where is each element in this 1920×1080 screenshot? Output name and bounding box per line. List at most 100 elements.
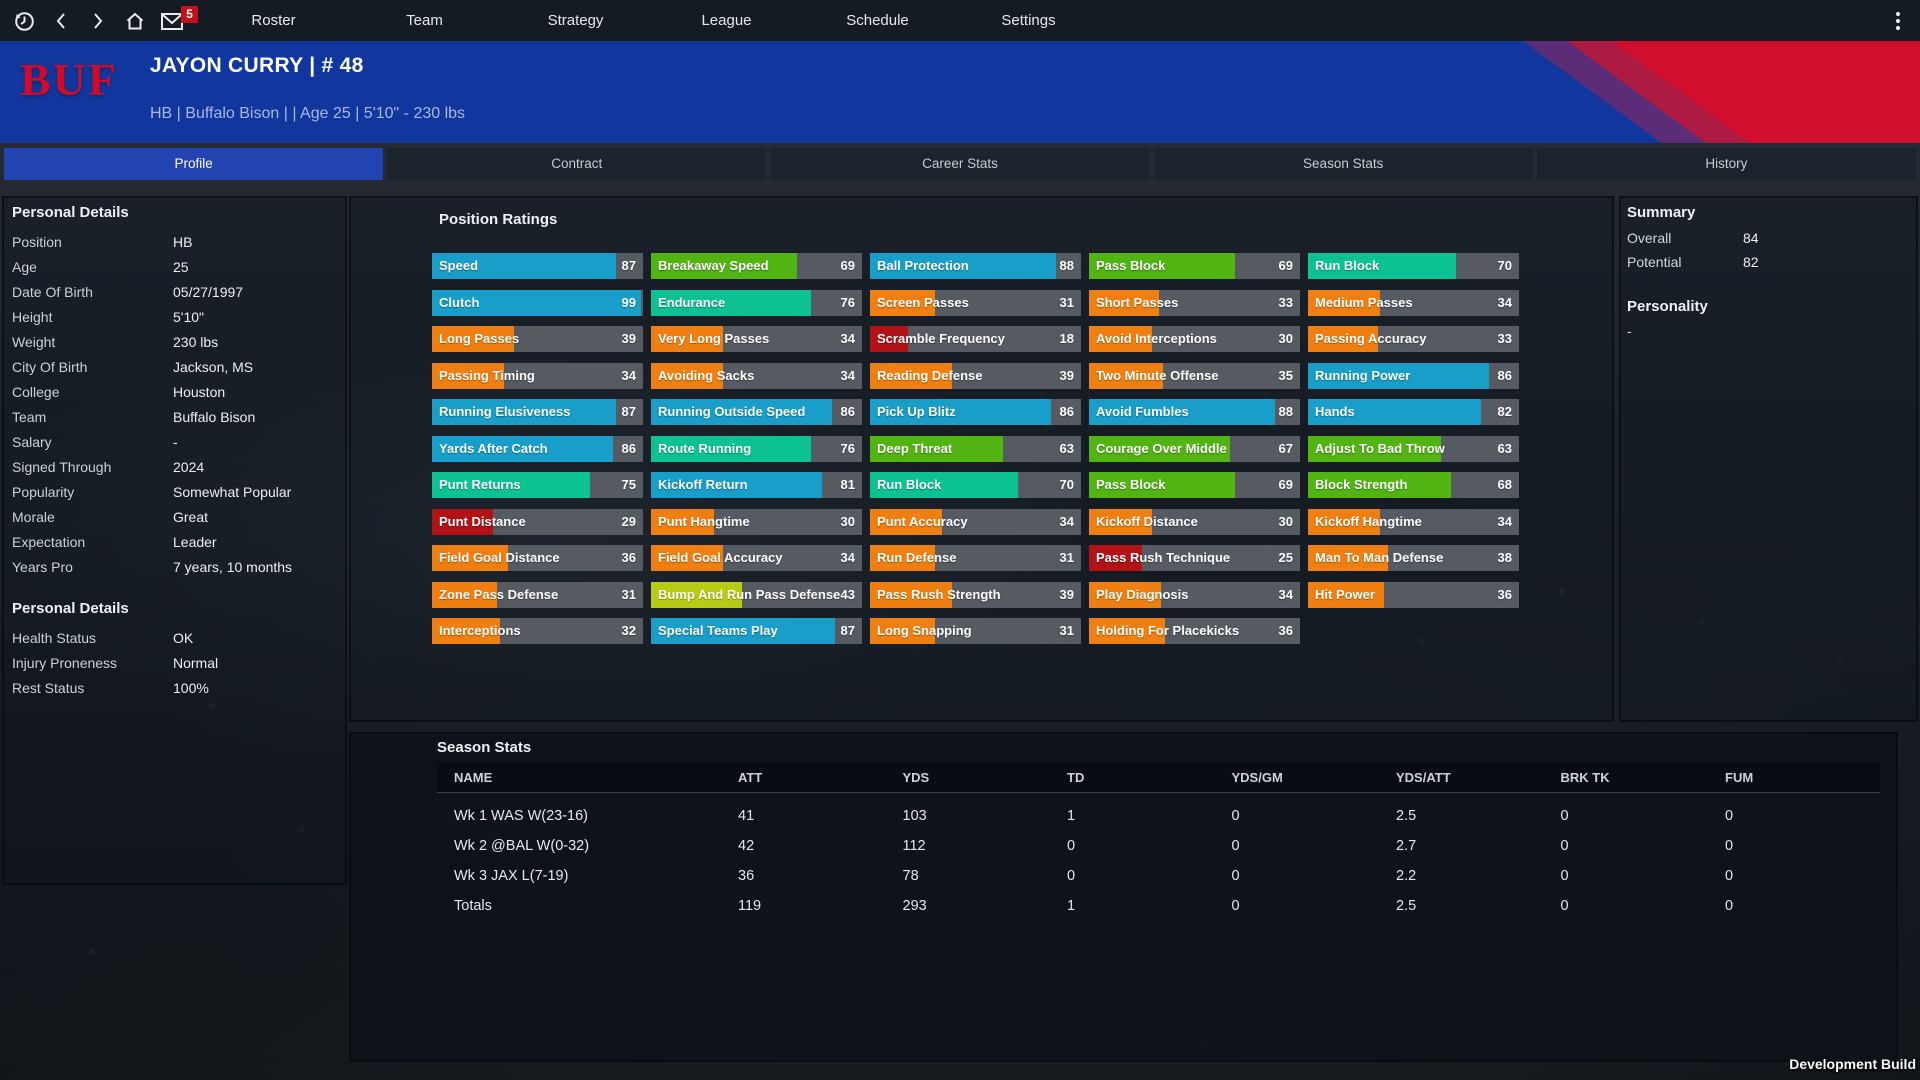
home-icon[interactable] — [123, 9, 147, 33]
rating-value: 81 — [840, 477, 855, 492]
forward-icon[interactable] — [86, 9, 110, 33]
rating-bar-fill — [432, 472, 591, 498]
personal-details-panel: Personal Details Position HB Age 25 Date Of … — [2, 196, 347, 885]
detail-label: Popularity — [12, 483, 75, 500]
table-cell: 0 — [1725, 898, 1734, 914]
table-cell: Totals — [454, 898, 492, 914]
nav-item-settings[interactable]: Settings — [1001, 12, 1056, 29]
detail-value: Normal — [173, 654, 219, 671]
detail-row-height: Height 5'10" — [4, 304, 345, 329]
kebab-menu-icon[interactable] — [1886, 9, 1910, 33]
nav-item-roster[interactable]: Roster — [251, 12, 296, 29]
table-cell: 0 — [1725, 808, 1734, 824]
player-subtitle: HB | Buffalo Bison | | Age 25 | 5'10" - … — [150, 105, 466, 122]
rating-value: 75 — [621, 477, 636, 492]
rating-value: 69 — [1278, 477, 1293, 492]
table-row-wk-1-was-w-23-16: Wk 1 WAS W(23-16) 41 103 1 0 2.5 0 0 — [437, 801, 1880, 831]
rating-bar-run-defense: Run Defense 31 — [870, 545, 1081, 571]
rating-value: 33 — [1278, 294, 1293, 310]
rating-bar-block-strength: Block Strength 68 — [1308, 472, 1519, 498]
rating-label: Deep Threat — [877, 440, 953, 456]
back-icon[interactable] — [49, 9, 73, 33]
nav-item-team[interactable]: Team — [406, 12, 443, 29]
table-cell: 293 — [902, 898, 927, 914]
rating-bar-fill — [1089, 545, 1142, 571]
rating-bar-fill — [432, 326, 515, 352]
rating-value: 38 — [1497, 550, 1512, 565]
rating-bar-play-diagnosis: Play Diagnosis 34 — [1089, 581, 1300, 608]
history-icon[interactable] — [12, 9, 36, 33]
detail-label: Years Pro — [12, 558, 73, 575]
tab-contract[interactable]: Contract — [387, 148, 767, 180]
detail-row-potential: Potential 82 — [1621, 250, 1916, 274]
rating-bar-fill — [1308, 472, 1452, 498]
mail-icon[interactable]: 5 — [160, 5, 198, 33]
table-cell: 103 — [902, 808, 927, 824]
nav-item-league[interactable]: League — [701, 12, 752, 29]
rating-value: 43 — [840, 586, 855, 602]
table-cell: 2.7 — [1396, 838, 1417, 854]
detail-label: City Of Birth — [12, 358, 88, 375]
detail-label: College — [12, 383, 60, 400]
rating-bar-hands: Hands 82 — [1308, 399, 1519, 425]
rating-label: Avoiding Sacks — [658, 367, 755, 383]
rating-bar-punt-accuracy: Punt Accuracy 34 — [870, 508, 1081, 535]
tab-history[interactable]: History — [1536, 148, 1917, 180]
rating-value: 39 — [1059, 586, 1074, 602]
column-header-att: ATT — [738, 769, 763, 785]
nav-item-strategy[interactable]: Strategy — [547, 12, 604, 29]
ratings-column: Pass Block 69 Short Passes 33 Avoid Intercep… — [1089, 253, 1300, 644]
column-header-yds: YDS — [902, 769, 930, 785]
table-cell: 0 — [1560, 868, 1569, 884]
rating-label: Medium Passes — [1315, 294, 1413, 310]
rating-value: 86 — [1497, 367, 1512, 383]
rating-bar-kickoff-distance: Kickoff Distance 30 — [1089, 508, 1300, 535]
rating-bar-fill — [432, 253, 616, 279]
rating-label: Pick Up Blitz — [877, 404, 956, 419]
rating-value: 99 — [621, 294, 636, 310]
column-header-td: TD — [1067, 769, 1085, 785]
rating-label: Punt Returns — [439, 477, 521, 492]
rating-value: 30 — [1278, 331, 1293, 346]
rating-value: 39 — [1059, 367, 1074, 383]
table-row-wk-3-jax-l-7-19: Wk 3 JAX L(7-19) 36 78 0 0 2.2 0 0 — [437, 861, 1880, 891]
rating-label: Run Defense — [877, 550, 957, 565]
rating-value: 36 — [621, 550, 636, 565]
rating-bar-fill — [432, 545, 508, 571]
detail-label: Rest Status — [12, 679, 85, 696]
rating-value: 34 — [1497, 513, 1512, 529]
rating-label: Pass Block — [1096, 258, 1166, 273]
tab-season-stats[interactable]: Season Stats — [1153, 148, 1533, 180]
rating-value: 39 — [621, 331, 636, 346]
rating-bar-fill — [1089, 508, 1153, 535]
table-cell: 41 — [738, 808, 755, 824]
rating-bar-breakaway-speed: Breakaway Speed 69 — [651, 253, 862, 279]
rating-value: 34 — [1059, 513, 1074, 529]
rating-label: Kickoff Return — [658, 477, 748, 492]
rating-bar-fill — [651, 581, 742, 608]
rating-label: Courage Over Middle — [1096, 440, 1227, 456]
rating-bar-medium-passes: Medium Passes 34 — [1308, 289, 1519, 316]
table-cell: 2.5 — [1396, 808, 1417, 824]
rating-bar-avoid-interceptions: Avoid Interceptions 30 — [1089, 326, 1300, 352]
rating-value: 34 — [840, 331, 855, 346]
rating-label: Running Power — [1315, 367, 1411, 383]
rating-bar-kickoff-hangtime: Kickoff Hangtime 34 — [1308, 508, 1519, 535]
detail-row-injury-proneness: Injury Proneness Normal — [4, 650, 345, 675]
rating-bar-fill — [1308, 253, 1456, 279]
tab-career-stats[interactable]: Career Stats — [770, 148, 1150, 180]
tab-profile[interactable]: Profile — [4, 148, 384, 180]
detail-row-college: College Houston — [4, 379, 345, 404]
rating-bar-fill — [1089, 435, 1231, 462]
rating-label: Screen Passes — [877, 294, 969, 310]
nav-icon-group: 5 — [0, 5, 198, 33]
rating-bar-run-block: Run Block 70 — [870, 472, 1081, 498]
position-ratings-panel: Position Ratings Speed 87 Clutch 99 Long Pas… — [349, 196, 1614, 722]
detail-value: OK — [173, 629, 194, 646]
rating-label: Avoid Interceptions — [1096, 331, 1217, 346]
mail-badge: 5 — [181, 5, 198, 23]
personality-value: - — [1627, 323, 1632, 339]
nav-item-schedule[interactable]: Schedule — [846, 12, 909, 29]
rating-bar-interceptions: Interceptions 32 — [432, 618, 643, 644]
rating-value: 69 — [840, 258, 855, 273]
